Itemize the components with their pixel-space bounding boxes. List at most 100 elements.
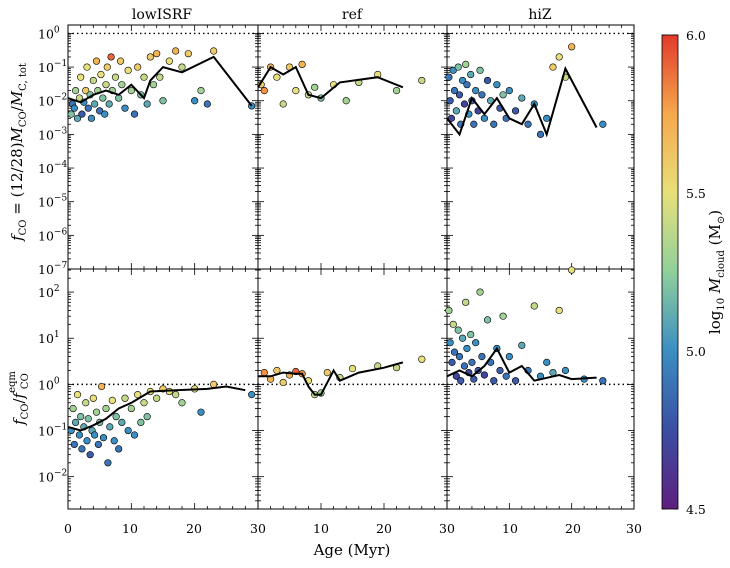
x-tick-label: 20 (376, 521, 392, 536)
data-point (490, 377, 498, 385)
data-point (71, 418, 80, 427)
data-point (511, 377, 520, 385)
plot-area: 100 10−1 10−2 10−3 10−4 10−5 10−6 10−7 102 101 100… (38, 24, 678, 510)
panel-bottom-right (445, 266, 635, 510)
data-point (248, 391, 256, 399)
data-point (445, 73, 453, 81)
panel-bottom-middle (257, 268, 448, 510)
data-point (543, 114, 551, 122)
data-point (518, 341, 526, 349)
data-point (118, 81, 126, 89)
y-tick-label: 10−1 (38, 59, 67, 75)
panel-top-left: 100 10−1 10−2 10−3 10−4 10−5 10−6 10−7 (38, 24, 259, 277)
data-point (490, 120, 498, 128)
data-point (472, 86, 480, 95)
data-point (116, 57, 125, 65)
data-point (279, 100, 287, 108)
data-point (555, 306, 563, 315)
data-point (480, 114, 489, 122)
y-axis-label-top: fCO = (12/28)MCO/MC, tot (8, 63, 29, 242)
data-point (455, 91, 464, 99)
data-point (393, 86, 401, 95)
data-point (454, 326, 462, 334)
data-point (92, 57, 101, 65)
data-point (106, 423, 114, 431)
data-point (418, 355, 426, 363)
data-point (197, 408, 205, 416)
data-point (496, 366, 504, 375)
median-line (446, 346, 597, 382)
data-point (418, 76, 426, 85)
data-point (555, 53, 563, 61)
x-tick-label: 10 (313, 521, 329, 536)
data-point (292, 86, 300, 95)
data-point (455, 352, 464, 361)
median-line (67, 385, 246, 432)
data-point (493, 81, 501, 89)
colorbar-tick-label: 6.0 (686, 28, 706, 43)
data-point (476, 66, 484, 74)
data-point (124, 426, 132, 435)
colorbar-tick-label: 5.5 (686, 186, 706, 201)
data-point (124, 66, 132, 74)
data-point (73, 114, 82, 122)
data-point (505, 352, 513, 361)
data-point (118, 418, 126, 427)
data-point (502, 372, 510, 380)
data-point (102, 404, 110, 413)
data-point (463, 344, 471, 353)
data-point (449, 66, 457, 74)
data-point (549, 63, 557, 71)
y-tick-label: 10−2 (38, 469, 67, 485)
data-point (146, 53, 154, 61)
data-point (210, 380, 218, 388)
data-point (70, 104, 78, 112)
data-point (273, 73, 281, 81)
data-point (184, 50, 192, 58)
data-point (452, 107, 460, 115)
data-point (462, 60, 470, 69)
data-point (69, 404, 77, 413)
data-point (178, 63, 186, 71)
panel-top-right (445, 24, 635, 270)
data-point (115, 445, 123, 453)
data-point (112, 413, 120, 421)
panel-title-ref: ref (342, 7, 364, 23)
data-point (165, 57, 173, 65)
y-tick-label: 10−1 (38, 423, 67, 439)
data-point (172, 47, 180, 55)
panel-title-hiz: hiZ (528, 7, 551, 23)
y-tick-label: 10−3 (38, 126, 67, 142)
data-point (102, 81, 110, 89)
data-point (172, 391, 180, 399)
data-point (568, 43, 576, 51)
data-point (454, 63, 462, 71)
data-point (84, 415, 92, 423)
data-point (483, 76, 492, 85)
x-tick-label: 10 (122, 521, 138, 536)
median-line (257, 65, 404, 100)
data-point (197, 86, 205, 95)
data-point (450, 86, 459, 95)
data-point (110, 437, 118, 445)
data-point (87, 114, 96, 122)
data-point (107, 53, 115, 61)
x-axis-label: Age (Myr) (313, 541, 391, 559)
data-point (137, 418, 145, 427)
data-point (599, 120, 607, 128)
svg-text:log10 Mcloud (M⊙): log10 Mcloud (M⊙) (706, 210, 727, 334)
y-tick-label: 10−2 (38, 93, 67, 109)
data-point (86, 451, 94, 459)
y-tick-label: 10−7 (38, 261, 67, 277)
data-point (462, 298, 470, 306)
data-point (480, 371, 489, 379)
colorbar (661, 34, 679, 510)
data-point (524, 120, 532, 128)
data-point (108, 396, 116, 404)
data-point (73, 391, 82, 399)
median-line (446, 65, 598, 138)
data-point (143, 413, 151, 421)
data-point (159, 97, 167, 105)
data-point (446, 339, 454, 347)
data-point (536, 130, 545, 138)
